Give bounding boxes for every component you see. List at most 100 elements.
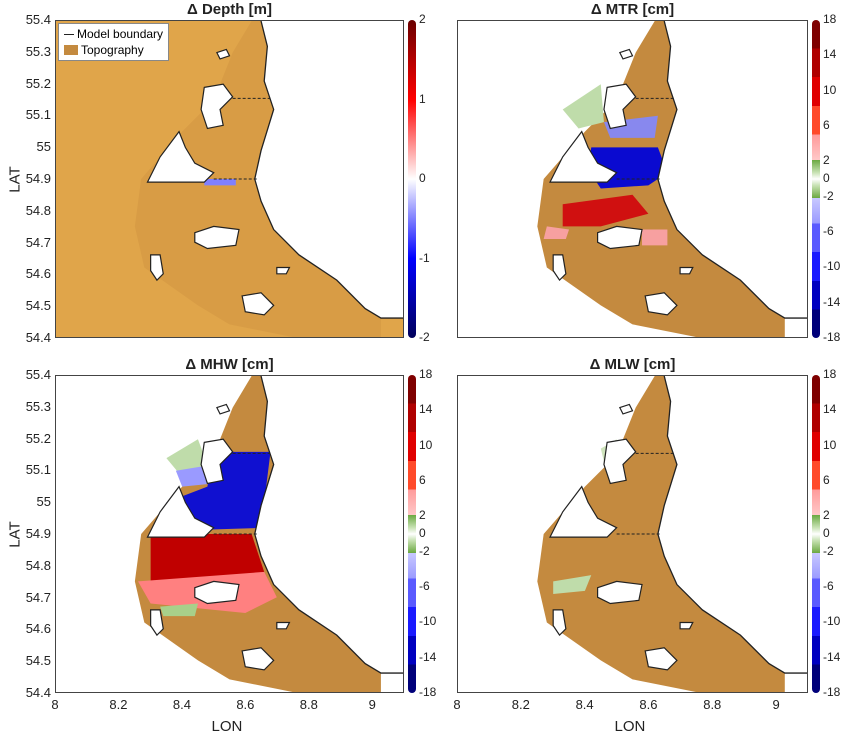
island-pellworm — [242, 648, 274, 670]
y-tick-label: 54.5 — [25, 653, 51, 669]
colorbar-tick-label: 18 — [823, 367, 837, 381]
y-tick-label: 54.5 — [25, 298, 51, 314]
colorbar-tick-label: 0 — [823, 526, 830, 540]
y-tick-label: 55.3 — [25, 398, 51, 414]
y-axis-label: LAT — [6, 521, 24, 548]
y-tick-label: 55.2 — [25, 430, 51, 446]
map-canvas — [56, 376, 403, 692]
panel-title-mtr: Δ MTR [cm] — [590, 1, 675, 18]
island-small1 — [680, 622, 693, 628]
y-tick-label: 55 — [36, 139, 51, 155]
colorbar-tick-label: 0 — [419, 526, 426, 540]
map-mtr — [457, 20, 808, 338]
y-tick-label: 54.7 — [25, 589, 51, 605]
anomaly-region — [562, 84, 604, 129]
colorbar-tick-label: 1 — [419, 91, 426, 106]
colorbar-tick-label: 10 — [823, 437, 837, 452]
anomaly-region — [553, 575, 592, 595]
legend-label: Model boundary — [77, 27, 164, 41]
island-amrum — [151, 610, 164, 635]
y-tick-label: 55.2 — [25, 75, 51, 91]
y-tick-label: 55 — [36, 494, 51, 510]
colorbar-tick-label: -2 — [419, 543, 430, 558]
panel-title-mhw: Δ MHW [cm] — [185, 356, 274, 373]
y-tick-label: 55.4 — [25, 367, 51, 382]
colorbar-tick-label: 2 — [823, 153, 830, 168]
map-mhw — [55, 375, 404, 693]
island-amrum — [553, 610, 566, 635]
colorbar-tick-label: -6 — [823, 579, 834, 593]
colorbar-tick-label: 6 — [823, 473, 830, 487]
legend: Model boundary Topography — [58, 23, 170, 61]
y-tick-label: 55.1 — [25, 462, 51, 478]
island-small2 — [217, 404, 230, 413]
y-tick-label: 54.9 — [25, 171, 51, 186]
colorbar-tick-label: 2 — [419, 12, 426, 26]
island-sylt — [550, 487, 617, 538]
island-romo — [201, 84, 233, 128]
island-sylt — [147, 132, 213, 183]
x-axis-label: LON — [614, 718, 646, 735]
x-tick-label: 8.2 — [109, 697, 128, 712]
y-tick-label: 54.4 — [25, 685, 51, 700]
y-tick-label: 54.9 — [25, 526, 51, 541]
island-sylt — [147, 487, 213, 538]
y-tick-label: 54.7 — [25, 234, 51, 250]
anomaly-region — [166, 451, 271, 531]
y-tick-label: 54.8 — [25, 202, 51, 218]
colorbar-tick-label: 14 — [419, 402, 433, 417]
x-tick-label: 8 — [51, 697, 59, 712]
x-tick-label: 8 — [453, 697, 461, 712]
colorbar-mhw — [408, 375, 416, 693]
island-romo — [604, 84, 636, 128]
y-axis-label: LAT — [6, 166, 24, 193]
island-romo — [604, 439, 636, 483]
x-axis-label: LON — [211, 718, 243, 735]
model-boundary-line — [255, 376, 403, 673]
mainland — [254, 21, 403, 319]
colorbar-tick-label: 14 — [823, 402, 837, 417]
x-tick-label: 8.6 — [236, 697, 255, 712]
legend-item-boundary: Model boundary — [64, 26, 163, 42]
colorbar-tick-label: 0 — [823, 171, 830, 185]
island-small1 — [680, 267, 693, 273]
colorbar-depth — [408, 20, 416, 338]
x-tick-label: 8.8 — [703, 697, 722, 712]
colorbar-tick-label: 10 — [823, 82, 837, 97]
anomaly-region — [543, 226, 570, 240]
island-foehr — [195, 581, 239, 603]
colorbar-tick-label: -18 — [823, 685, 841, 699]
island-sylt — [550, 132, 617, 183]
x-tick-label: 9 — [368, 697, 376, 712]
island-small2 — [620, 404, 633, 413]
colorbar-tick-label: -6 — [823, 224, 834, 238]
island-small1 — [277, 267, 290, 273]
colorbar-tick-label: 6 — [823, 118, 830, 132]
island-amrum — [151, 255, 164, 280]
panel-title-depth: Δ Depth [m] — [187, 1, 272, 18]
map-mlw — [457, 375, 808, 693]
anomaly-region — [642, 229, 668, 246]
colorbar-tick-label: -2 — [419, 330, 430, 344]
colorbar-tick-label: 18 — [823, 12, 837, 26]
x-tick-label: 8.6 — [639, 697, 658, 712]
y-tick-label: 54.6 — [25, 621, 51, 637]
x-tick-label: 9 — [772, 697, 780, 712]
y-tick-label: 54.4 — [25, 330, 51, 345]
colorbar-tick-label: -14 — [823, 294, 841, 309]
mainland — [254, 376, 403, 674]
patch-swatch — [64, 45, 78, 55]
colorbar-tick-label: -14 — [823, 649, 841, 664]
y-tick-label: 55.4 — [25, 12, 51, 27]
anomaly-region — [562, 194, 649, 227]
x-tick-label: 8.8 — [299, 697, 318, 712]
colorbar-tick-label: 10 — [419, 437, 433, 452]
island-pellworm — [645, 648, 677, 670]
x-tick-label: 8.2 — [511, 697, 530, 712]
mainland — [657, 21, 807, 319]
map-canvas — [458, 376, 807, 692]
map-canvas — [56, 21, 403, 337]
colorbar-tick-label: -10 — [823, 614, 841, 629]
mainland — [657, 376, 807, 674]
